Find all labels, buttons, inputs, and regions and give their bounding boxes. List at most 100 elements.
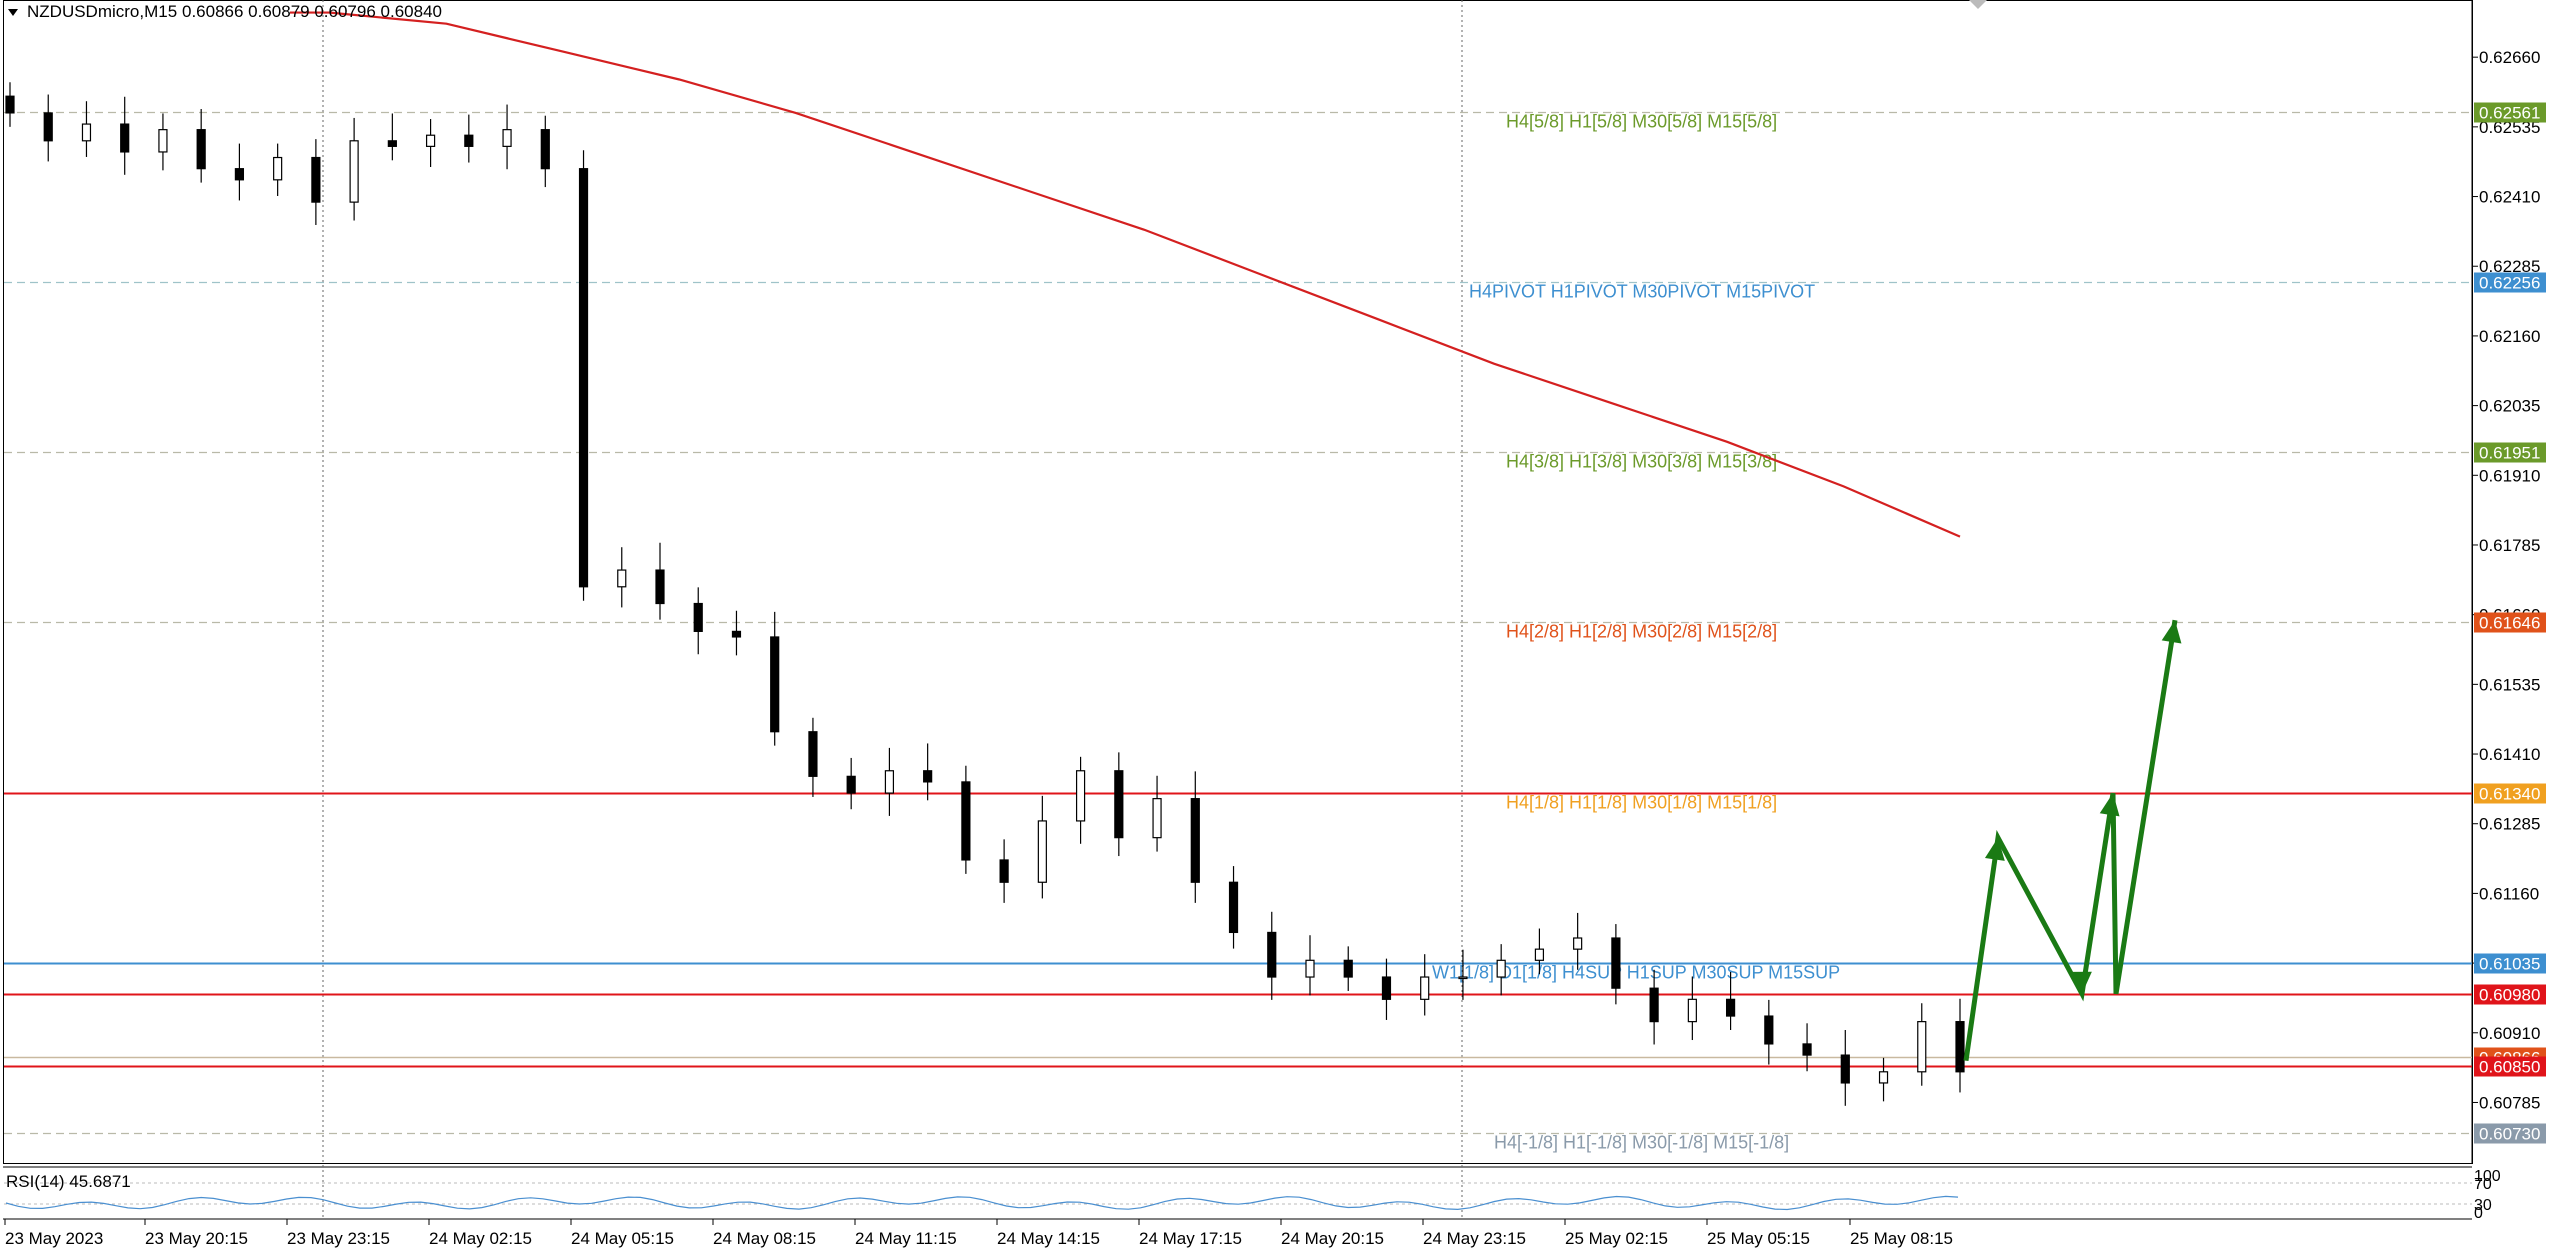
rsi-line xyxy=(5,1195,1959,1211)
x-tick-label: 24 May 17:15 xyxy=(1139,1229,1242,1248)
y-tick-label: 0.61160 xyxy=(2479,884,2539,903)
level-label: H4[2/8] H1[2/8] M30[2/8] M15[2/8] xyxy=(1506,622,1777,642)
candle-body xyxy=(884,770,895,794)
rsi-label: RSI(14) 45.6871 xyxy=(6,1172,131,1191)
y-tick-label: 0.62285 xyxy=(2479,257,2540,276)
x-tick-label: 24 May 11:15 xyxy=(855,1229,957,1248)
candle-body xyxy=(425,134,436,147)
y-tick-label: 0.61535 xyxy=(2479,675,2540,694)
moving-average-line xyxy=(329,11,1961,538)
shift-marker-icon[interactable] xyxy=(1969,0,1987,9)
price-tag xyxy=(2474,612,2546,633)
price-tag xyxy=(2474,1123,2546,1144)
rsi-level-label: 30 xyxy=(2474,1197,2492,1214)
candle-body xyxy=(1496,959,1506,978)
x-tick-label: 24 May 14:15 xyxy=(997,1229,1100,1248)
price-tag xyxy=(2474,984,2546,1005)
candle-body xyxy=(617,569,627,588)
arrow-head-icon xyxy=(2071,971,2092,994)
projection-path xyxy=(1963,619,2178,1062)
candle-body xyxy=(1114,770,1124,839)
level-label: W1[1/8] D1[1/8] H4SUP H1SUP M30SUP M15SU… xyxy=(1432,963,1840,983)
y-tick-label: 0.62660 xyxy=(2479,48,2540,67)
x-tick-label: 24 May 05:15 xyxy=(571,1229,674,1248)
candle-body xyxy=(578,168,589,588)
level-label: H4[5/8] H1[5/8] M30[5/8] M15[5/8] xyxy=(1506,112,1777,132)
candle-body xyxy=(43,112,53,142)
candle-body xyxy=(196,129,206,170)
candle-body xyxy=(1764,1015,1774,1045)
symbol-timeframe: NZDUSDmicro,M15 xyxy=(27,2,178,21)
price-tag xyxy=(2474,783,2546,804)
price-tag-label: 0.61951 xyxy=(2479,444,2540,463)
candle-body xyxy=(387,140,397,147)
x-tick-label: 25 May 02:15 xyxy=(1565,1229,1668,1248)
price-tag-label: 0.61035 xyxy=(2479,955,2540,974)
candle-body xyxy=(464,134,474,147)
candle-body xyxy=(1611,937,1621,989)
price-tag xyxy=(2474,272,2546,293)
candle-body xyxy=(999,859,1009,883)
price-tag-label: 0.62561 xyxy=(2479,104,2540,123)
candle-body xyxy=(1228,881,1239,934)
candle-body xyxy=(158,129,168,153)
candle-body xyxy=(1190,798,1200,883)
candle-body xyxy=(1037,820,1047,883)
price-tag xyxy=(2474,442,2546,463)
y-tick-label: 0.62160 xyxy=(2479,327,2540,346)
x-tick-label: 24 May 08:15 xyxy=(713,1229,816,1248)
collapse-triangle-icon[interactable] xyxy=(8,9,18,16)
candle-body xyxy=(770,636,780,733)
candle-body xyxy=(540,129,550,170)
y-tick-label: 0.61910 xyxy=(2479,466,2540,485)
x-tick-label: 23 May 20:15 xyxy=(145,1229,248,1248)
plot-frame xyxy=(3,0,2473,1164)
y-tick-label: 0.61410 xyxy=(2479,745,2540,764)
candle-body xyxy=(1840,1054,1850,1084)
level-label: H4[-1/8] H1[-1/8] M30[-1/8] M15[-1/8] xyxy=(1494,1133,1789,1153)
candle-body xyxy=(1917,1021,1927,1073)
candle-body xyxy=(311,156,321,203)
candle-body xyxy=(1267,931,1277,978)
x-tick-label: 24 May 02:15 xyxy=(429,1229,532,1248)
y-tick-label: 0.62410 xyxy=(2479,188,2540,207)
candle-body xyxy=(1343,959,1353,978)
candle-body xyxy=(1573,937,1583,950)
y-tick-label: 0.62535 xyxy=(2479,118,2540,137)
candle-body xyxy=(349,140,359,203)
x-tick-label: 25 May 08:15 xyxy=(1850,1229,1953,1248)
x-tick-label: 25 May 05:15 xyxy=(1707,1229,1810,1248)
level-label: H4[3/8] H1[3/8] M30[3/8] M15[3/8] xyxy=(1506,452,1777,472)
arrow-head-icon xyxy=(2161,620,2182,644)
candle-body xyxy=(1649,987,1659,1023)
candle-body xyxy=(120,123,130,153)
candle-body xyxy=(1152,798,1162,839)
candle-body xyxy=(1534,948,1545,961)
rsi-level-label: 100 xyxy=(2474,1168,2501,1185)
candle-body xyxy=(731,630,742,638)
candle-body xyxy=(693,602,703,632)
candle-body xyxy=(1075,770,1086,822)
x-tick-label: 24 May 23:15 xyxy=(1423,1229,1526,1248)
candle-body xyxy=(1458,976,1468,980)
candle-body xyxy=(502,129,512,147)
x-tick-label: 24 May 20:15 xyxy=(1281,1229,1384,1248)
y-tick-label: 0.62035 xyxy=(2479,397,2540,416)
price-tag xyxy=(2474,102,2546,123)
price-tag-label: 0.61340 xyxy=(2479,785,2540,804)
y-tick-label: 0.61285 xyxy=(2479,815,2540,834)
x-tick-label: 23 May 2023 xyxy=(5,1229,103,1248)
price-tag-label: 0.60730 xyxy=(2479,1125,2540,1144)
arrow-head-icon xyxy=(1984,837,2005,861)
candle-body xyxy=(808,731,818,777)
price-tag xyxy=(2474,953,2546,974)
price-tag-label: 0.62256 xyxy=(2479,274,2540,293)
candle-body xyxy=(81,123,92,142)
candle-body xyxy=(234,168,245,181)
arrow-head-icon xyxy=(2099,793,2120,817)
candle-body xyxy=(273,156,283,181)
level-label: H4PIVOT H1PIVOT M30PIVOT M15PIVOT xyxy=(1469,282,1815,302)
candle-body xyxy=(846,775,856,794)
ohlc-values: 0.60866 0.60879 0.60796 0.60840 xyxy=(182,2,442,21)
